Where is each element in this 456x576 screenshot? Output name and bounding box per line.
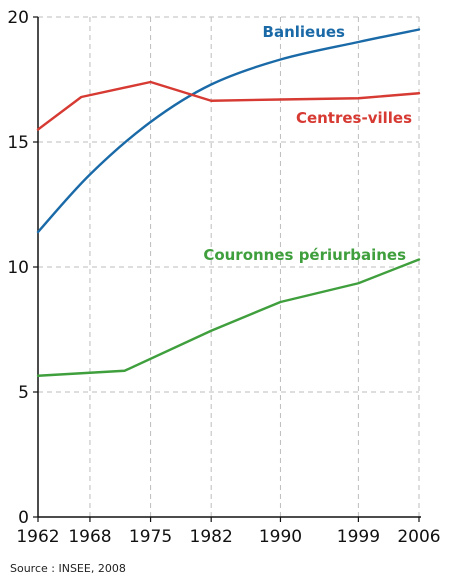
series-line-banlieues [36, 28, 421, 234]
x-tick-label: 1968 [68, 527, 111, 547]
series-labels: Banlieues Centres-villes Couronnes périurb… [203, 23, 412, 264]
series-label-couronnes-periurbaines: Couronnes périurbaines [203, 246, 406, 264]
series-line-centres-villes [36, 80, 421, 131]
axes [33, 16, 421, 522]
y-tick-label: 15 [7, 133, 29, 153]
series-label-banlieues: Banlieues [263, 23, 346, 41]
x-tick-label: 1990 [259, 527, 302, 547]
x-tick-label: 2006 [397, 527, 440, 547]
series-group [36, 28, 421, 377]
source-note: Source : INSEE, 2008 [10, 562, 126, 575]
series-line-couronnes-periurbaines [36, 258, 421, 377]
series-label-centres-villes: Centres-villes [296, 109, 412, 127]
x-tick-label: 1975 [129, 527, 172, 547]
y-tick-label: 5 [18, 383, 29, 403]
y-tick-label: 10 [7, 258, 29, 278]
x-tick-label: 1999 [337, 527, 380, 547]
tick-labels: 0 5 10 15 20 1962 1968 1975 1982 1990 1999 2006 [7, 8, 440, 547]
x-tick-label: 1982 [190, 527, 233, 547]
y-tick-label: 0 [18, 508, 29, 528]
y-tick-label: 20 [7, 8, 29, 28]
grid [38, 16, 420, 517]
x-tick-label: 1962 [16, 527, 59, 547]
